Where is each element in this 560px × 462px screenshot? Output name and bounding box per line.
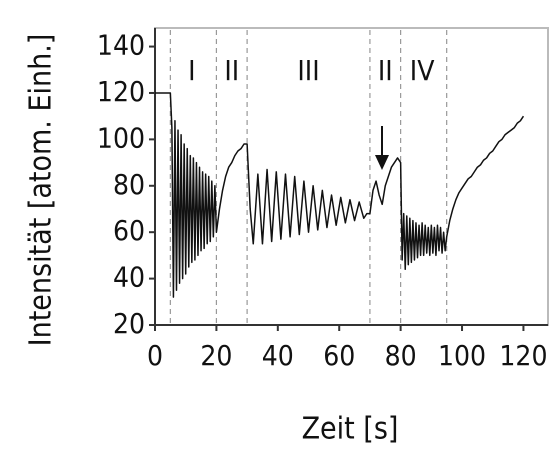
y-tick-label: 80 [113, 168, 145, 201]
x-tick-label: 80 [385, 339, 417, 372]
y-tick-label: 100 [97, 121, 145, 154]
region-label: II [224, 54, 239, 87]
x-tick-label: 40 [262, 339, 294, 372]
x-axis-label: Zeit [s] [302, 412, 399, 447]
y-tick-label: 140 [97, 29, 145, 62]
y-tick-label: 20 [113, 307, 145, 340]
data-line [155, 92, 525, 298]
x-tick-label: 0 [147, 339, 163, 372]
plot-frame [154, 27, 549, 326]
region-label: IV [410, 54, 435, 87]
y-tick-label: 120 [97, 75, 145, 108]
x-tick-label: 100 [438, 339, 486, 372]
region-label: I [188, 54, 195, 87]
y-tick-label: 40 [113, 261, 145, 294]
region-label: II [378, 54, 393, 87]
region-label: III [297, 54, 319, 87]
y-axis-label: Intensität [atom. Einh.] [24, 34, 59, 347]
arrow-head [375, 155, 389, 170]
x-tick-label: 120 [499, 339, 547, 372]
x-tick-label: 20 [200, 339, 232, 372]
x-tick-label: 60 [323, 339, 355, 372]
y-tick-label: 60 [113, 214, 145, 247]
